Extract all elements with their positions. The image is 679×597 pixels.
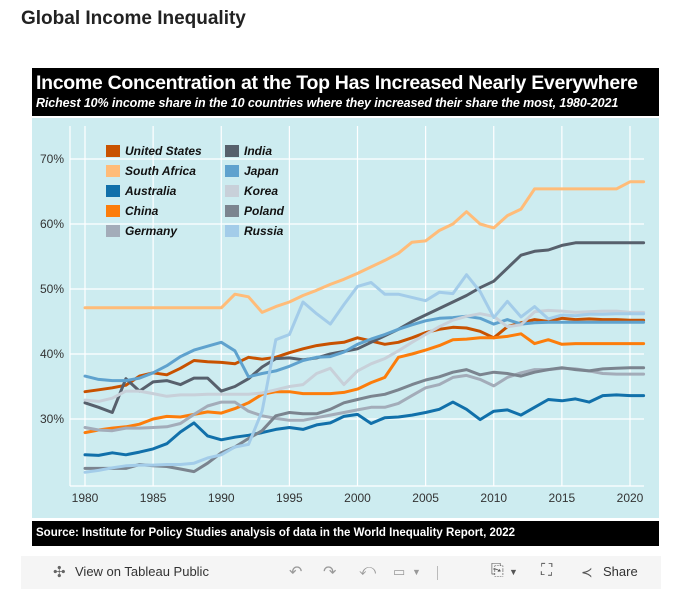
y-tick-label: 60%	[40, 217, 64, 231]
series-line-china[interactable]	[83, 332, 646, 435]
legend-swatch	[225, 165, 239, 177]
toolbar-divider	[437, 566, 438, 580]
x-tick-label: 2000	[344, 491, 371, 505]
x-tick-label: 2015	[549, 491, 576, 505]
legend-swatch	[225, 185, 239, 197]
source-footer: Source: Institute for Policy Studies ana…	[32, 521, 659, 546]
share-button[interactable]: Share	[603, 564, 638, 579]
source-text: Source: Institute for Policy Studies ana…	[36, 527, 516, 539]
x-tick-label: 2020	[617, 491, 644, 505]
legend-label: South Africa	[125, 164, 196, 178]
y-tick-label: 70%	[40, 152, 64, 166]
legend-swatch	[225, 225, 239, 237]
legend-label: Germany	[125, 224, 178, 238]
tableau-viz: Income Concentration at the Top Has Incr…	[32, 68, 659, 546]
fullscreen-icon[interactable]: ⛶	[541, 562, 553, 579]
series-line-korea[interactable]	[83, 308, 646, 403]
y-tick-label: 40%	[40, 347, 64, 361]
legend-label: Australia	[125, 184, 177, 198]
series-line-poland[interactable]	[83, 366, 646, 474]
x-tick-label: 1980	[72, 491, 99, 505]
tableau-toolbar: ✣ View on Tableau Public ↶ ↷ ⤺ ▭ ▼ ⎘ ▼ ⛶…	[21, 556, 661, 589]
page-title: Global Income Inequality	[21, 8, 246, 29]
series-line-south-africa[interactable]	[83, 180, 646, 314]
legend-swatch	[106, 185, 120, 197]
legend-swatch	[106, 225, 120, 237]
legend-label: India	[244, 144, 273, 158]
legend-label: Korea	[244, 184, 279, 198]
legend-label: Russia	[244, 224, 284, 238]
y-tick-label: 50%	[40, 282, 64, 296]
undo-icon[interactable]: ↶	[289, 564, 303, 581]
revert-icon[interactable]: ⤺	[359, 562, 377, 579]
legend-swatch	[225, 205, 239, 217]
legend-label: Japan	[244, 164, 279, 178]
download-dropdown-icon[interactable]: ▼	[509, 567, 518, 577]
pause-dropdown-icon[interactable]: ▼	[412, 567, 421, 577]
legend-swatch	[106, 205, 120, 217]
x-tick-label: 2010	[480, 491, 507, 505]
series-line-japan[interactable]	[83, 314, 646, 383]
x-tick-label: 2005	[412, 491, 439, 505]
pause-icon[interactable]: ▭	[393, 564, 406, 579]
legend-swatch	[225, 145, 239, 157]
y-tick-label: 30%	[40, 412, 64, 426]
tableau-logo-icon: ✣	[53, 564, 66, 581]
legend-swatch	[106, 145, 120, 157]
x-tick-label: 1995	[276, 491, 303, 505]
chart-header: Income Concentration at the Top Has Incr…	[32, 68, 659, 116]
share-icon[interactable]: ≺	[581, 564, 593, 580]
view-on-tableau-public-link[interactable]: View on Tableau Public	[75, 564, 209, 579]
legend-label: United States	[125, 144, 202, 158]
series-line-india[interactable]	[83, 241, 646, 414]
x-tick-label: 1990	[208, 491, 235, 505]
legend-swatch	[106, 165, 120, 177]
legend-label: Poland	[244, 204, 285, 218]
series-line-russia[interactable]	[83, 273, 646, 474]
download-icon[interactable]: ⎘	[491, 562, 504, 579]
legend-label: China	[125, 204, 159, 218]
x-tick-label: 1985	[140, 491, 167, 505]
chart-title: Income Concentration at the Top Has Incr…	[36, 72, 638, 94]
series-line-australia[interactable]	[83, 393, 646, 457]
redo-icon[interactable]: ↷	[323, 564, 337, 581]
chart-subtitle: Richest 10% income share in the 10 count…	[36, 96, 619, 110]
line-chart[interactable]: 30% 40% 50% 60% 70% 1980 1985 1990 1995 2000 2005 2…	[32, 118, 659, 518]
